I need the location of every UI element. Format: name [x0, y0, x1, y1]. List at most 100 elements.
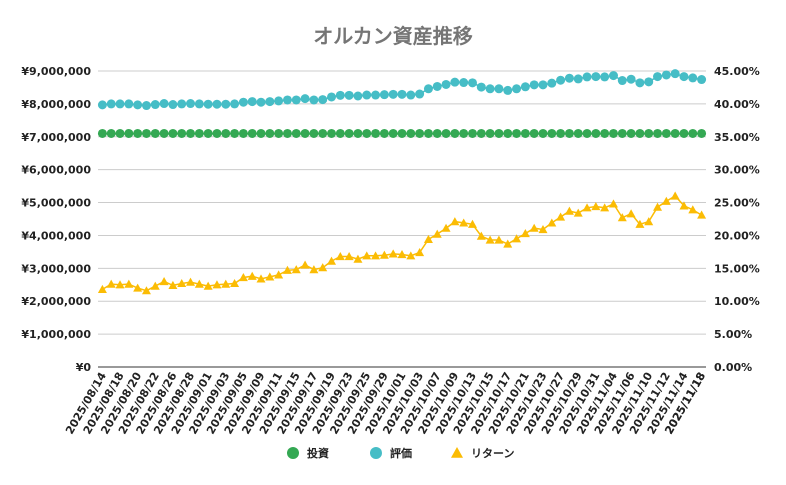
data-point [115, 280, 125, 289]
data-point [476, 82, 486, 92]
data-point [379, 90, 389, 100]
data-point [679, 201, 689, 210]
data-point [503, 239, 513, 248]
data-point [388, 89, 398, 99]
data-point [371, 251, 381, 260]
data-point [520, 228, 530, 238]
y-left-tick-label: ¥0 [76, 361, 92, 374]
data-point [300, 128, 310, 138]
data-point [256, 97, 266, 107]
data-point [177, 99, 187, 109]
y-right-tick-label: 40.00% [714, 98, 760, 111]
data-point [697, 128, 707, 138]
data-point [644, 77, 654, 87]
data-point [124, 128, 134, 138]
legend-item: 評価 [370, 446, 412, 460]
data-point [697, 75, 707, 85]
data-point [529, 80, 539, 90]
data-point [661, 128, 671, 138]
data-point [670, 191, 680, 200]
data-point [106, 279, 116, 288]
data-point [591, 128, 601, 138]
series-group [97, 69, 707, 295]
data-point [608, 128, 618, 138]
data-point [459, 78, 469, 88]
data-point [494, 235, 504, 244]
data-point [600, 72, 610, 82]
data-point [556, 128, 566, 138]
data-point [406, 251, 416, 260]
data-point [547, 78, 557, 88]
data-point [194, 279, 204, 288]
data-point [617, 213, 627, 222]
data-point [653, 128, 663, 138]
data-point [133, 283, 143, 292]
data-point [617, 128, 627, 138]
data-point [265, 128, 275, 138]
data-point [520, 128, 530, 138]
data-point [256, 274, 266, 283]
data-point [653, 72, 663, 82]
data-point [344, 251, 354, 261]
legend-marker-icon [451, 447, 463, 458]
data-point [371, 128, 381, 138]
data-point [282, 265, 292, 274]
legend: 投資 評価 リターン [287, 446, 514, 460]
data-point [494, 84, 504, 94]
data-point [397, 128, 407, 138]
data-point [124, 99, 134, 109]
data-point [159, 99, 169, 109]
y-right-tick-label: 25.00% [714, 197, 760, 210]
data-point [362, 251, 372, 260]
data-point [212, 99, 222, 109]
legend-marker-icon [370, 447, 382, 459]
data-point [318, 128, 328, 138]
data-point [688, 73, 698, 83]
data-point [670, 128, 680, 138]
data-point [485, 128, 495, 138]
data-point [573, 74, 583, 84]
data-point [432, 128, 442, 138]
data-point [388, 128, 398, 138]
data-point [415, 248, 425, 257]
y-left-tick-label: ¥3,000,000 [21, 262, 91, 275]
data-point [282, 128, 292, 138]
data-point [124, 279, 134, 288]
data-point [564, 73, 574, 83]
data-point [97, 284, 107, 293]
data-point [186, 277, 196, 286]
y-left-tick-label: ¥2,000,000 [21, 295, 91, 308]
data-point [327, 92, 337, 102]
data-point [335, 251, 345, 261]
legend-item: リターン [451, 447, 514, 460]
data-point [300, 94, 310, 104]
data-point [186, 99, 196, 109]
series-2 [97, 191, 707, 295]
data-point [582, 72, 592, 82]
data-point [591, 72, 601, 82]
data-point [503, 85, 513, 95]
data-point [406, 128, 416, 138]
data-point [335, 128, 345, 138]
data-point [635, 219, 645, 228]
data-point [538, 128, 548, 138]
data-point [441, 128, 451, 138]
data-point [353, 128, 363, 138]
data-point [697, 210, 707, 219]
data-point [467, 128, 477, 138]
data-point [415, 89, 425, 99]
data-point [168, 128, 178, 138]
data-point [556, 212, 566, 221]
data-point [547, 218, 557, 227]
data-point [459, 218, 469, 227]
data-point [512, 234, 522, 243]
y-right-tick-label: 10.00% [714, 295, 760, 308]
data-point [626, 74, 636, 84]
data-point [159, 128, 169, 138]
data-point [529, 223, 539, 232]
y-right-tick-label: 5.00% [714, 328, 752, 341]
data-point [282, 95, 292, 105]
data-point [194, 128, 204, 138]
data-point [141, 128, 151, 138]
data-point [318, 95, 328, 105]
